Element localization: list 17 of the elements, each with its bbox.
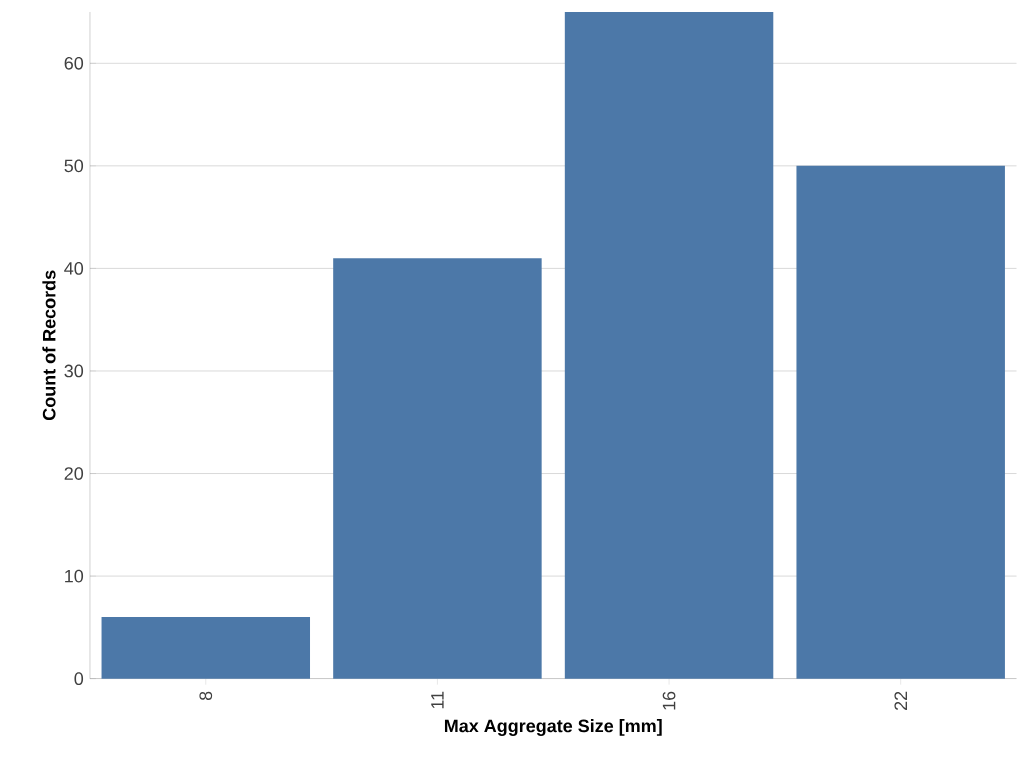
x-axis-title: Max Aggregate Size [mm] xyxy=(444,719,662,737)
y-tick-label: 20 xyxy=(64,467,84,481)
y-tick-label: 60 xyxy=(64,57,84,70)
y-tick-label: 10 xyxy=(65,569,84,583)
y-axis-title: Count of Records xyxy=(42,270,56,421)
bar xyxy=(564,12,774,679)
x-tick-label: 8 xyxy=(199,691,213,701)
y-tick-label: 40 xyxy=(64,262,84,275)
bar xyxy=(796,166,1005,679)
y-tick-label: 50 xyxy=(64,159,84,173)
x-tick-label: 22 xyxy=(894,691,907,711)
y-tick-label: 0 xyxy=(74,672,84,686)
x-tick-label: 11 xyxy=(431,691,444,709)
x-tick-label: 16 xyxy=(662,691,676,710)
bar xyxy=(333,258,542,679)
bar xyxy=(101,617,311,679)
y-tick-label: 30 xyxy=(64,364,84,378)
